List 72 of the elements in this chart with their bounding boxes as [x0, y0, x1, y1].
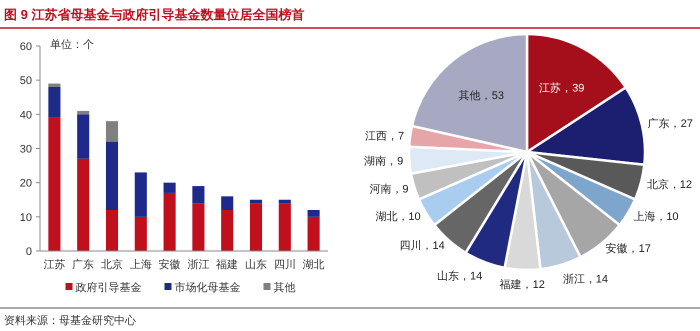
data-label: ，14	[422, 240, 445, 252]
y-tick-label: 0	[26, 246, 32, 258]
bar	[77, 114, 90, 159]
legend-label: 其他	[274, 281, 296, 294]
bar	[250, 203, 262, 251]
data-label: ，17	[628, 242, 651, 255]
bar	[164, 192, 176, 251]
x-tick-label: 安徽	[158, 258, 181, 271]
y-tick-label: 60	[20, 41, 32, 53]
bar	[48, 118, 60, 251]
data-label: ，39	[561, 82, 584, 95]
y-tick-label: 40	[20, 109, 32, 122]
x-tick-label: 山东	[245, 258, 267, 271]
y-tick-label: 30	[20, 144, 32, 156]
slice-label: 福建	[500, 278, 522, 291]
bar	[106, 121, 118, 142]
bar	[308, 210, 320, 217]
bar	[48, 84, 60, 87]
bar	[134, 172, 147, 217]
x-tick-label: 江苏	[43, 258, 66, 271]
slice-label: 北京	[646, 178, 669, 191]
x-tick-label: 浙江	[187, 258, 210, 271]
x-tick-label: 福建	[216, 258, 238, 271]
bar	[278, 203, 291, 251]
slice-label: 山东	[437, 270, 460, 283]
bar	[221, 196, 234, 210]
y-tick-label: 50	[20, 75, 32, 88]
y-tick-label: 10	[20, 212, 32, 224]
slice-label: 江西	[364, 130, 387, 142]
data-label: ，14	[459, 270, 482, 283]
slice-label: 安徽	[606, 242, 628, 255]
slice-label: 湖南	[364, 154, 386, 168]
data-label: ，14	[584, 274, 608, 286]
x-tick-label: 北京	[101, 258, 123, 271]
bar	[192, 186, 204, 204]
bar	[106, 210, 118, 251]
y-tick-label: 20	[20, 178, 32, 190]
bar	[221, 210, 234, 251]
legend-label: 政府引导基金	[76, 281, 142, 294]
x-tick-label: 四川	[274, 258, 296, 271]
data-label: ，9	[391, 184, 408, 196]
data-label: ，10	[397, 210, 421, 223]
x-tick-label: 湖北	[302, 258, 325, 271]
text: 资料来源：母基金研究中心	[4, 314, 136, 327]
bar	[308, 216, 320, 251]
data-label: ，7	[386, 130, 404, 142]
bar	[77, 110, 90, 114]
data-label: ，12	[522, 278, 545, 291]
legend-label: 市场化母基金	[174, 281, 240, 294]
slice-label: 上海	[633, 210, 656, 223]
data-label: ，27	[670, 118, 693, 130]
slice-label: 河南	[369, 182, 392, 196]
slice-label: 广东	[648, 117, 670, 130]
bar	[134, 216, 147, 251]
data-label: ，53	[480, 90, 504, 102]
bar	[106, 142, 118, 210]
slice-label: 四川	[400, 238, 422, 252]
bar	[192, 203, 204, 251]
x-tick-label: 广东	[72, 258, 94, 271]
data-label: ，9	[386, 156, 404, 168]
slice-label: 江苏	[539, 82, 562, 95]
chart-title: 图 9 江苏省母基金与政府引导基金数量位居全国榜首	[4, 7, 304, 22]
x-tick-label: 上海	[130, 258, 152, 271]
slice-label: 其他	[458, 88, 481, 102]
bar	[164, 182, 176, 193]
slice-label: 浙江	[562, 272, 585, 286]
data-label: ，12	[668, 178, 692, 191]
y-axis-title: 单位：个	[50, 38, 94, 51]
bar	[77, 158, 90, 251]
slice-label: 湖北	[375, 210, 398, 223]
data-label: ，10	[655, 210, 679, 223]
bar	[48, 87, 60, 118]
